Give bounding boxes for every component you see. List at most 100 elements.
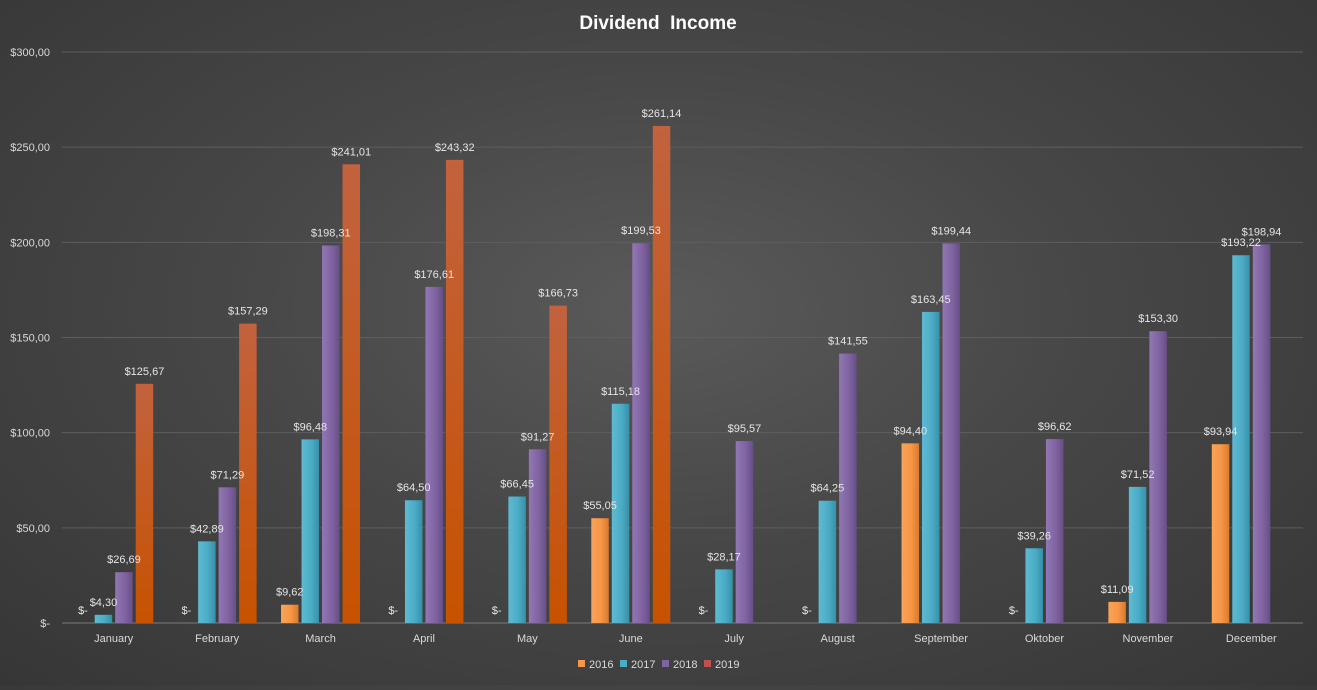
x-tick-label: Oktober: [1025, 633, 1064, 645]
bar-2019-june: [652, 125, 671, 623]
bar-2016-june: [591, 518, 609, 623]
legend-label-2018: 2018: [673, 659, 697, 671]
bar-2018-august: [839, 353, 857, 623]
data-label: $64,25: [811, 483, 845, 495]
bar-2017-august: [818, 500, 837, 623]
bar-2017-december: [1232, 255, 1250, 624]
data-label: $96,62: [1038, 421, 1072, 433]
x-tick-label: July: [724, 633, 744, 645]
bar-2018-march: [322, 245, 340, 623]
bar-2017-april: [404, 500, 423, 623]
data-label: $-: [492, 605, 502, 617]
legend-swatch-2016: [578, 660, 585, 667]
data-label: $115,18: [601, 386, 640, 398]
y-tick-label: $50,00: [16, 523, 50, 535]
bar-2017-september: [922, 311, 940, 623]
data-label: $-: [181, 605, 191, 617]
bar-2016-march: [281, 604, 299, 623]
data-label: $28,17: [707, 551, 741, 563]
bar-2018-february: [218, 487, 237, 623]
x-tick-label: August: [821, 633, 855, 645]
x-tick-label: December: [1226, 633, 1277, 645]
x-tick-label: November: [1123, 633, 1174, 645]
bar-2019-february: [239, 323, 257, 623]
legend: 2016 2017 2018 2019: [578, 659, 739, 671]
bar-2019-march: [342, 164, 361, 623]
data-label: $66,45: [500, 479, 534, 491]
x-tick-label: March: [305, 633, 336, 645]
x-tick-label: April: [413, 633, 435, 645]
data-label: $153,30: [1138, 313, 1178, 325]
bar-2016-november: [1108, 601, 1126, 623]
y-tick-label: $150,00: [10, 333, 50, 345]
data-label: $95,57: [728, 423, 762, 435]
legend-swatch-2018: [662, 660, 669, 667]
bar-2017-july: [715, 569, 733, 623]
data-label: $96,48: [293, 421, 327, 433]
bar-2018-june: [632, 243, 650, 623]
y-tick-label: $250,00: [10, 142, 50, 154]
bar-2017-january: [94, 614, 113, 623]
bar-2018-january: [115, 572, 133, 623]
data-label: $-: [699, 605, 709, 617]
data-label: $198,94: [1242, 226, 1282, 238]
data-label: $64,50: [397, 482, 431, 494]
data-label: $199,53: [621, 225, 661, 237]
data-label: $71,29: [211, 469, 245, 481]
data-label: $55,05: [583, 500, 617, 512]
bar-2019-may: [549, 305, 567, 623]
y-tick-label: $-: [40, 618, 50, 630]
data-label: $26,69: [107, 554, 141, 566]
data-label: $-: [1009, 605, 1019, 617]
x-tick-label: May: [517, 633, 538, 645]
data-label: $198,31: [311, 228, 351, 240]
data-label: $241,01: [331, 146, 371, 158]
x-tick-label: January: [94, 633, 134, 645]
bar-2017-november: [1128, 486, 1147, 623]
data-labels: $-$4,30$26,69$125,67$-$42,89$71,29$157,2…: [78, 108, 1281, 617]
data-label: $176,61: [414, 269, 454, 281]
legend-label-2019: 2019: [715, 659, 739, 671]
data-label: $71,52: [1121, 469, 1155, 481]
legend-swatch-2017: [620, 660, 627, 667]
y-tick-label: $100,00: [10, 428, 50, 440]
data-label: $166,73: [538, 288, 578, 300]
data-label: $125,67: [125, 366, 165, 378]
data-label: $261,14: [642, 108, 682, 120]
data-label: $-: [388, 605, 398, 617]
legend-label-2017: 2017: [631, 659, 655, 671]
y-tick-label: $200,00: [10, 237, 50, 249]
data-label: $11,09: [1101, 584, 1134, 596]
data-label: $141,55: [828, 336, 868, 348]
bar-2016-december: [1211, 444, 1230, 623]
bar-2019-january: [135, 383, 154, 623]
data-label: $193,22: [1221, 237, 1261, 249]
y-tick-label: $300,00: [10, 47, 50, 59]
gridlines: [62, 51, 1303, 624]
bar-2018-december: [1252, 244, 1271, 623]
bar-2018-april: [425, 286, 443, 623]
bar-2016-september: [901, 443, 920, 623]
legend-swatch-2019: [704, 660, 711, 667]
bar-2018-may: [528, 449, 547, 623]
data-label: $-: [802, 605, 812, 617]
bar-2018-september: [942, 243, 961, 623]
bar-2017-may: [508, 496, 526, 623]
bar-2018-july: [735, 441, 754, 623]
bar-2019-april: [445, 159, 464, 624]
data-label: $157,29: [228, 306, 268, 318]
chart-title: Dividend Income: [579, 13, 736, 34]
x-tick-label: September: [914, 633, 968, 645]
data-label: $39,26: [1017, 530, 1051, 542]
data-label: $9,62: [276, 587, 304, 599]
bar-2017-february: [198, 541, 216, 623]
bars: [94, 125, 1271, 624]
x-axis-tick-labels: January February March April May June July Augu…: [94, 633, 1277, 645]
data-label: $94,40: [893, 425, 927, 437]
y-axis-tick-labels: $- $50,00 $100,00 $150,00 $200,00 $250,00 $300…: [10, 47, 50, 630]
data-label: $93,94: [1204, 426, 1238, 438]
bar-2017-oktober: [1025, 548, 1043, 623]
bar-2018-oktober: [1045, 439, 1064, 623]
x-tick-label: February: [195, 633, 240, 645]
